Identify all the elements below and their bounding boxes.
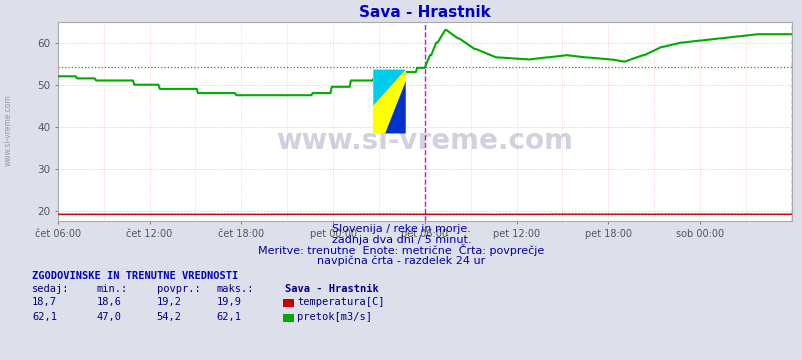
Polygon shape: [385, 81, 405, 134]
Text: 62,1: 62,1: [32, 312, 57, 323]
Text: maks.:: maks.:: [217, 284, 254, 294]
Text: zadnja dva dni / 5 minut.: zadnja dva dni / 5 minut.: [331, 235, 471, 245]
Text: www.si-vreme.com: www.si-vreme.com: [276, 127, 573, 156]
Text: ZGODOVINSKE IN TRENUTNE VREDNOSTI: ZGODOVINSKE IN TRENUTNE VREDNOSTI: [32, 271, 238, 281]
Text: 47,0: 47,0: [96, 312, 121, 323]
Text: temperatura[C]: temperatura[C]: [297, 297, 384, 307]
Text: Sava - Hrastnik: Sava - Hrastnik: [285, 284, 379, 294]
FancyBboxPatch shape: [373, 69, 405, 134]
Text: pretok[m3/s]: pretok[m3/s]: [297, 312, 371, 323]
Text: www.si-vreme.com: www.si-vreme.com: [3, 94, 13, 166]
Text: povpr.:: povpr.:: [156, 284, 200, 294]
Text: 19,9: 19,9: [217, 297, 241, 307]
Text: 19,2: 19,2: [156, 297, 181, 307]
Text: Slovenija / reke in morje.: Slovenija / reke in morje.: [332, 224, 470, 234]
Text: 18,7: 18,7: [32, 297, 57, 307]
Text: 18,6: 18,6: [96, 297, 121, 307]
Text: sedaj:: sedaj:: [32, 284, 70, 294]
Polygon shape: [373, 69, 405, 105]
Text: navpična črta - razdelek 24 ur: navpična črta - razdelek 24 ur: [317, 255, 485, 266]
Title: Sava - Hrastnik: Sava - Hrastnik: [358, 5, 490, 21]
Text: Meritve: trenutne  Enote: metrične  Črta: povprečje: Meritve: trenutne Enote: metrične Črta: …: [258, 244, 544, 256]
Text: 54,2: 54,2: [156, 312, 181, 323]
Text: min.:: min.:: [96, 284, 128, 294]
Text: 62,1: 62,1: [217, 312, 241, 323]
